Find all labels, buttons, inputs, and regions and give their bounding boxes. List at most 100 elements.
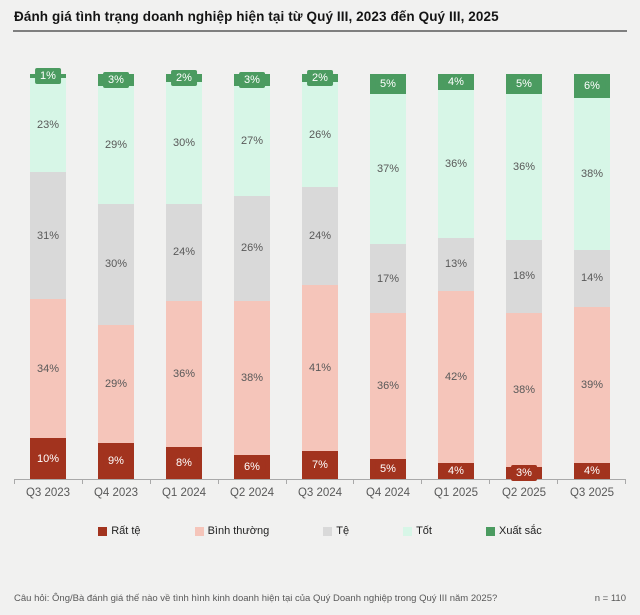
bar-column: 5% 36% 17% 37% 5% (354, 74, 422, 479)
segment-value-badge: 2% (307, 70, 333, 87)
segment-value-label: 34% (36, 362, 60, 375)
bar-segment: 7% (302, 450, 338, 479)
segment-value-label: 13% (444, 258, 468, 271)
segment-value-label: 30% (104, 258, 128, 271)
axis-tick (217, 480, 219, 484)
bar-segment: 3% (234, 72, 270, 89)
bar-segment: 38% (506, 312, 542, 467)
legend-swatch (98, 526, 108, 536)
legend-label: Xuất sắc (498, 525, 542, 537)
bar-segment: 30% (98, 203, 134, 326)
segment-value-label: 31% (36, 229, 60, 242)
segment-value-badge: 10% (31, 450, 65, 467)
bar-segment: 6% (234, 454, 270, 479)
bar: 9% 29% 30% 29% 3% (98, 72, 134, 479)
bar-segment: 5% (370, 458, 406, 479)
axis-tick (421, 480, 423, 484)
x-tick-label: Q4 2023 (93, 487, 139, 499)
bar: 10% 34% 31% 23% 1% (30, 68, 66, 479)
bar-segment: 2% (302, 70, 338, 87)
legend-item: Xuất sắc (485, 525, 542, 537)
segment-value-label: 18% (512, 270, 536, 283)
bar-segment: 4% (438, 462, 474, 479)
stacked-bar-chart: 10% 34% 31% 23% 1% 9% 29% 30% 29% 3% 8% 36% 24% 30% 2%… (14, 68, 626, 481)
bar-segment: 24% (302, 187, 338, 285)
segment-value-badge: 9% (103, 452, 129, 469)
legend-label: Bình thường (207, 525, 270, 537)
bar-segment: 29% (98, 325, 134, 443)
chart-title: Đánh giá tình trạng doanh nghiệp hiện tạ… (14, 9, 499, 24)
legend-label: Tệ (336, 525, 350, 537)
x-axis (14, 479, 626, 484)
axis-tick (624, 480, 626, 484)
x-tick-label: Q1 2025 (433, 487, 479, 499)
segment-value-label: 24% (308, 230, 332, 242)
legend-swatch (323, 526, 333, 536)
bar-segment: 26% (234, 195, 270, 301)
footer-question: Câu hỏi: Ông/Bà đánh giá thế nào về tình… (14, 593, 498, 604)
segment-value-label: 38% (512, 383, 536, 396)
bar-column: 3% 38% 18% 36% 5% (490, 73, 558, 481)
bar-segment: 3% (98, 72, 134, 89)
legend-swatch (485, 526, 495, 536)
segment-value-label: 14% (580, 272, 604, 285)
segment-value-label: 41% (308, 361, 332, 374)
bar: 4% 42% 13% 36% 4% (438, 74, 474, 479)
legend-item: Tệ (323, 525, 349, 537)
segment-value-badge: 4% (443, 74, 469, 91)
x-tick-label: Q3 2025 (569, 487, 615, 499)
bar-column: 4% 42% 13% 36% 4% (422, 74, 490, 479)
segment-value-badge: 1% (35, 68, 61, 85)
bar: 3% 38% 18% 36% 5% (506, 73, 542, 481)
bar-segment: 17% (370, 244, 406, 313)
segment-value-badge: 4% (579, 462, 605, 479)
segment-value-label: 30% (172, 136, 196, 149)
bar-column: 7% 41% 24% 26% 2% (286, 70, 354, 479)
bar-segment: 4% (438, 74, 474, 91)
bar-segment: 9% (98, 442, 134, 479)
bar-segment: 36% (506, 94, 542, 241)
axis-tick (557, 480, 558, 484)
x-tick-label: Q4 2024 (365, 487, 411, 499)
bar-segment: 42% (438, 290, 474, 463)
segment-value-label: 36% (444, 158, 468, 170)
legend-label: Tốt (416, 525, 432, 537)
segment-value-label: 24% (172, 246, 196, 259)
bar: 8% 36% 24% 30% 2% (166, 70, 202, 479)
bar-column: 10% 34% 31% 23% 1% (14, 68, 82, 479)
bar-segment: 4% (574, 462, 610, 479)
bar-segment: 36% (438, 90, 474, 238)
bar-segment: 36% (370, 312, 406, 459)
segment-value-badge: 5% (375, 460, 401, 477)
axis-tick (81, 480, 83, 484)
bar: 4% 39% 14% 38% 6% (574, 73, 610, 479)
legend: Rất tệ Bình thường Tệ Tốt Xuất sắc (0, 525, 640, 537)
bar-segment: 37% (370, 94, 406, 245)
x-tick-label: Q3 2023 (25, 487, 71, 499)
bar-segment: 23% (30, 78, 66, 173)
bar-column: 4% 39% 14% 38% 6% (558, 73, 626, 479)
bar-column: 8% 36% 24% 30% 2% (150, 70, 218, 479)
bar: 5% 36% 17% 37% 5% (370, 74, 406, 479)
bar-segment: 8% (166, 446, 202, 479)
bar-segment: 26% (302, 82, 338, 188)
bar-segment: 27% (234, 86, 270, 196)
segment-value-label: 36% (376, 379, 400, 392)
bar-segment: 41% (302, 284, 338, 451)
x-tick-label: Q3 2024 (297, 487, 343, 499)
bar-segment: 6% (574, 73, 610, 99)
segment-value-label: 38% (240, 371, 264, 384)
axis-tick (285, 480, 287, 484)
legend-label: Rất tệ (111, 525, 141, 537)
x-tick-label: Q2 2025 (501, 487, 547, 499)
axis-tick (489, 480, 491, 484)
bar-segment: 13% (438, 237, 474, 291)
segment-value-badge: 6% (579, 78, 605, 95)
x-tick-label: Q2 2024 (229, 487, 275, 499)
legend-item: Rất tệ (98, 525, 141, 537)
bar-segment: 14% (574, 250, 610, 307)
bar-segment: 24% (166, 203, 202, 301)
bar-segment: 38% (234, 300, 270, 455)
segment-value-label: 36% (512, 161, 536, 174)
